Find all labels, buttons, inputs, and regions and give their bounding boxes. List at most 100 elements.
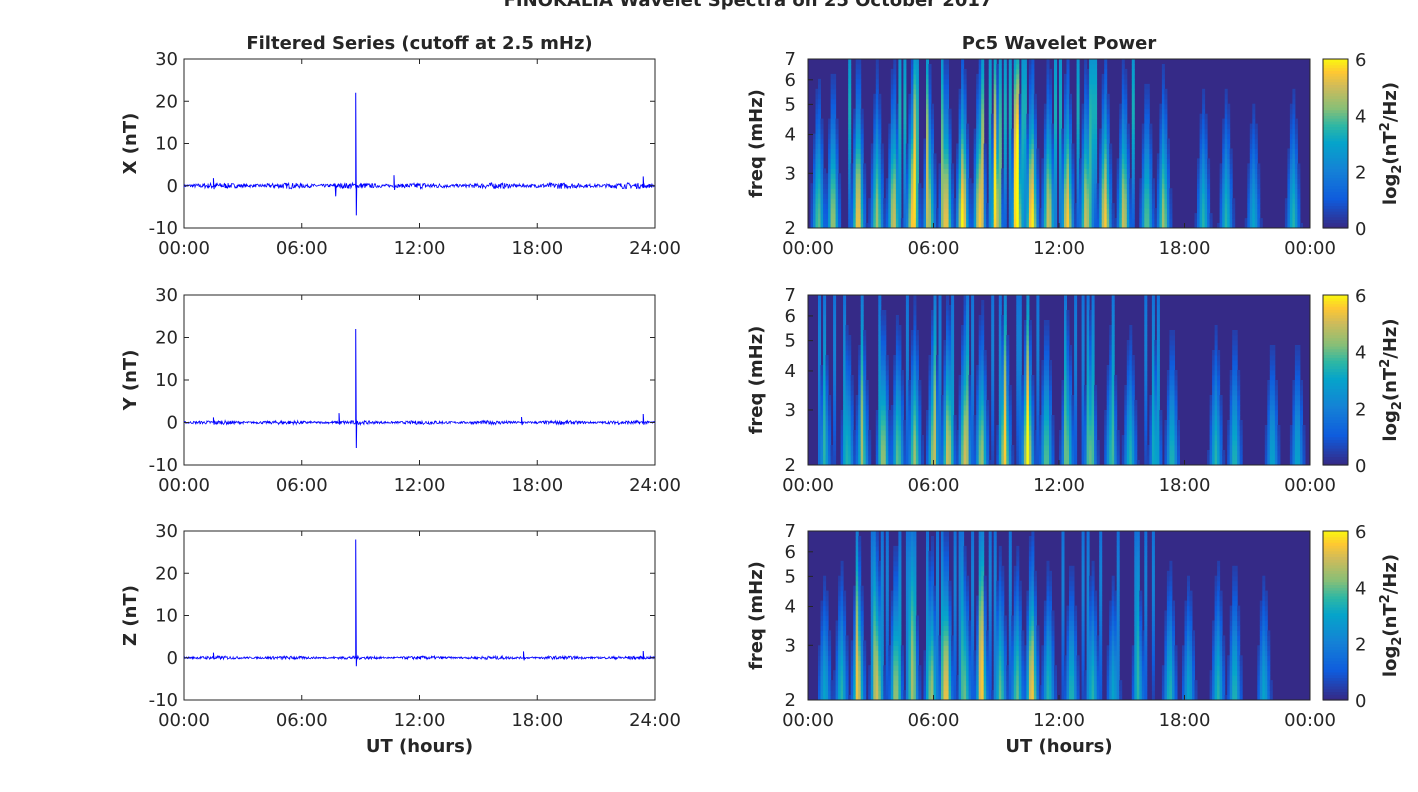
heatmap-cell — [901, 370, 904, 376]
heatmap-cell — [823, 340, 826, 346]
heatmap-cell — [1009, 124, 1012, 130]
heatmap-cell — [1257, 188, 1260, 194]
colorbar-segment — [1323, 186, 1348, 189]
heatmap-cell — [939, 340, 942, 346]
heatmap-cell — [1072, 198, 1075, 204]
heatmap-cell — [893, 385, 896, 391]
heatmap-cell — [1132, 114, 1135, 120]
heatmap-cell — [929, 64, 932, 70]
heatmap-cell — [1094, 139, 1097, 145]
heatmap-cell — [818, 114, 821, 120]
heatmap-cell — [1295, 129, 1298, 135]
heatmap-cell — [999, 149, 1002, 155]
heatmap-cell — [1147, 153, 1150, 159]
heatmap-cell — [1009, 74, 1012, 80]
heatmap-cell — [1152, 178, 1155, 184]
heatmap-cell — [939, 330, 942, 336]
heatmap-cell — [898, 188, 901, 194]
heatmap-cell — [946, 64, 949, 70]
heatmap-cell — [893, 440, 896, 446]
heatmap-cell — [1167, 144, 1170, 150]
heatmap-cell — [1024, 79, 1027, 85]
heatmap-cell — [848, 119, 851, 125]
heatmap-cell — [1044, 153, 1047, 159]
heatmap-cell — [1054, 119, 1057, 125]
heatmap-cell — [954, 420, 957, 426]
heatmap-cell — [966, 124, 969, 130]
y-axis-label: freq (mHz) — [746, 89, 767, 198]
heatmap-cell — [1227, 129, 1230, 135]
heatmap-cell — [893, 149, 896, 155]
heatmap-cell — [893, 415, 896, 421]
heatmap-cell — [846, 370, 849, 376]
heatmap-cell — [1162, 84, 1165, 90]
heatmap-cell — [833, 89, 836, 95]
heatmap-cell — [1034, 94, 1037, 100]
heatmap-cell — [916, 64, 919, 70]
heatmap-cell — [1220, 178, 1223, 184]
colorbar-tick-label: 0 — [1355, 219, 1366, 240]
heatmap-cell — [971, 218, 974, 224]
heatmap-cell — [863, 355, 866, 361]
heatmap-cell — [1009, 119, 1012, 125]
heatmap-cell — [1004, 153, 1007, 159]
heatmap-cell — [886, 370, 889, 376]
heatmap-cell — [971, 198, 974, 204]
heatmap-cell — [861, 153, 864, 159]
heatmap-cell — [999, 129, 1002, 135]
heatmap-cell — [818, 84, 821, 90]
heatmap-cell — [821, 430, 824, 436]
heatmap-cell — [1257, 178, 1260, 184]
heatmap-cell — [1004, 134, 1007, 140]
heatmap-cell — [939, 370, 942, 376]
x-tick-label: 06:00 — [276, 475, 328, 496]
heatmap-cell — [1059, 94, 1062, 100]
heatmap-cell — [898, 340, 901, 346]
heatmap-cell — [893, 365, 896, 371]
heatmap-cell — [833, 300, 836, 306]
heatmap-cell — [846, 425, 849, 431]
heatmap-cell — [851, 380, 854, 386]
heatmap-cell — [1049, 79, 1052, 85]
heatmap-cell — [848, 139, 851, 145]
heatmap-cell — [878, 99, 881, 105]
heatmap-cell — [833, 435, 836, 441]
heatmap-cell — [929, 94, 932, 100]
heatmap-cell — [1054, 178, 1057, 184]
heatmap-cell — [893, 405, 896, 411]
heatmap-cell — [1004, 193, 1007, 199]
heatmap-cell — [833, 415, 836, 421]
heatmap-cell — [868, 445, 871, 451]
heatmap-cell — [1036, 168, 1039, 174]
heatmap-cell — [994, 84, 997, 90]
heatmap-cell — [861, 310, 864, 316]
heatmap-cell — [821, 365, 824, 371]
heatmap-cell — [881, 188, 884, 194]
heatmap-cell — [951, 405, 954, 411]
heatmap-cell — [1119, 109, 1122, 115]
heatmap-cell — [999, 69, 1002, 75]
heatmap-cell — [1107, 119, 1110, 125]
heatmap-cell — [833, 355, 836, 361]
heatmap-cell — [1044, 218, 1047, 224]
heatmap-cell — [833, 310, 836, 316]
heatmap-cell — [921, 450, 924, 456]
heatmap-cell — [1149, 158, 1152, 164]
heatmap-cell — [1004, 168, 1007, 174]
heatmap-cell — [823, 315, 826, 321]
heatmap-cell — [1207, 198, 1210, 204]
heatmap-cell — [1255, 153, 1258, 159]
heatmap-cell — [1054, 124, 1057, 130]
heatmap-cell — [893, 69, 896, 75]
heatmap-cell — [833, 109, 836, 115]
heatmap-cell — [1054, 94, 1057, 100]
heatmap-cell — [1227, 144, 1230, 150]
heatmap-cell — [1227, 139, 1230, 145]
heatmap-cell — [846, 390, 849, 396]
heatmap-cell — [946, 168, 949, 174]
x-tick-label: 06:00 — [276, 710, 328, 731]
heatmap-cell — [846, 435, 849, 441]
heatmap-cell — [1295, 119, 1298, 125]
heatmap-cell — [1292, 89, 1295, 95]
